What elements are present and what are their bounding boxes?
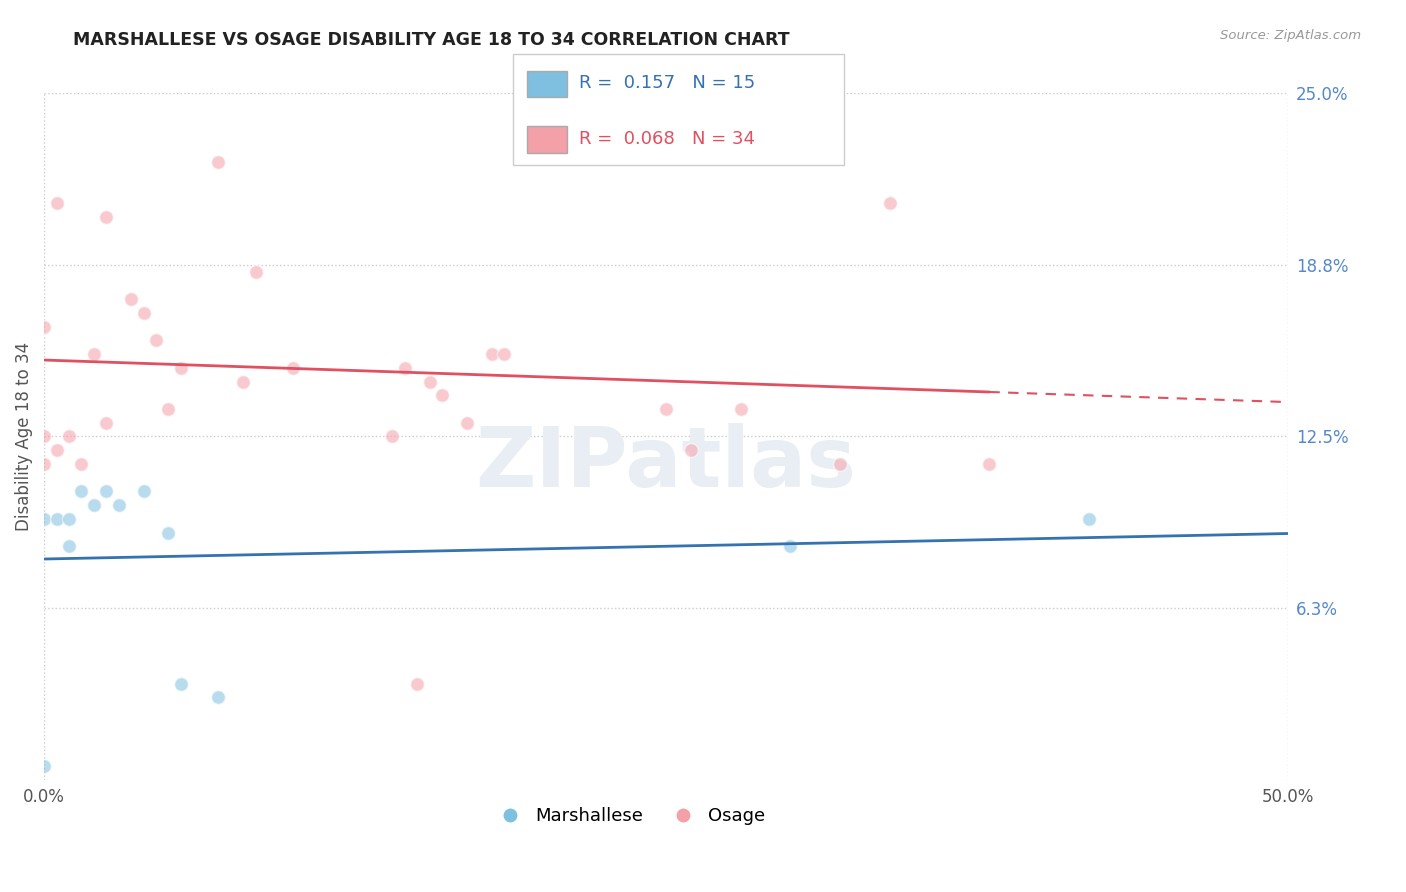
Point xyxy=(655,402,678,417)
Point xyxy=(481,347,503,361)
Point xyxy=(779,539,801,553)
Legend: Marshallese, Osage: Marshallese, Osage xyxy=(485,800,772,832)
Point xyxy=(419,375,441,389)
Point xyxy=(430,388,453,402)
Point xyxy=(530,87,553,101)
Point xyxy=(83,498,105,512)
Text: Source: ZipAtlas.com: Source: ZipAtlas.com xyxy=(1220,29,1361,42)
Point xyxy=(132,484,155,499)
Point xyxy=(120,292,142,306)
Point xyxy=(281,360,304,375)
Point xyxy=(32,319,55,334)
Point xyxy=(1077,512,1099,526)
Point xyxy=(32,429,55,443)
Point xyxy=(879,196,901,211)
Point xyxy=(96,416,118,430)
Point xyxy=(207,690,229,705)
Point xyxy=(58,539,80,553)
Y-axis label: Disability Age 18 to 34: Disability Age 18 to 34 xyxy=(15,342,32,531)
Point xyxy=(96,210,118,224)
Point xyxy=(45,443,67,458)
Point xyxy=(406,676,429,690)
Point xyxy=(730,402,752,417)
Point xyxy=(107,498,129,512)
Point xyxy=(157,525,180,540)
Point xyxy=(679,443,702,458)
Point xyxy=(494,347,516,361)
Point xyxy=(45,196,67,211)
Point xyxy=(232,375,254,389)
Point xyxy=(132,306,155,320)
Point xyxy=(830,457,852,471)
Point xyxy=(456,416,478,430)
Point xyxy=(394,360,416,375)
Point xyxy=(145,334,167,348)
Text: MARSHALLESE VS OSAGE DISABILITY AGE 18 TO 34 CORRELATION CHART: MARSHALLESE VS OSAGE DISABILITY AGE 18 T… xyxy=(73,31,790,49)
Text: ZIPatlas: ZIPatlas xyxy=(475,424,856,505)
Point xyxy=(70,484,93,499)
Point xyxy=(32,457,55,471)
Point xyxy=(381,429,404,443)
Point xyxy=(83,347,105,361)
Point xyxy=(32,759,55,773)
Point xyxy=(70,457,93,471)
Point xyxy=(979,457,1001,471)
Point xyxy=(245,265,267,279)
Point xyxy=(170,360,193,375)
Point xyxy=(207,155,229,169)
Text: R =  0.068   N = 34: R = 0.068 N = 34 xyxy=(579,130,755,148)
Point xyxy=(157,402,180,417)
Point xyxy=(45,512,67,526)
Point xyxy=(170,676,193,690)
Point xyxy=(58,512,80,526)
Point xyxy=(58,429,80,443)
Point xyxy=(32,512,55,526)
Text: R =  0.157   N = 15: R = 0.157 N = 15 xyxy=(579,74,755,92)
Point xyxy=(96,484,118,499)
